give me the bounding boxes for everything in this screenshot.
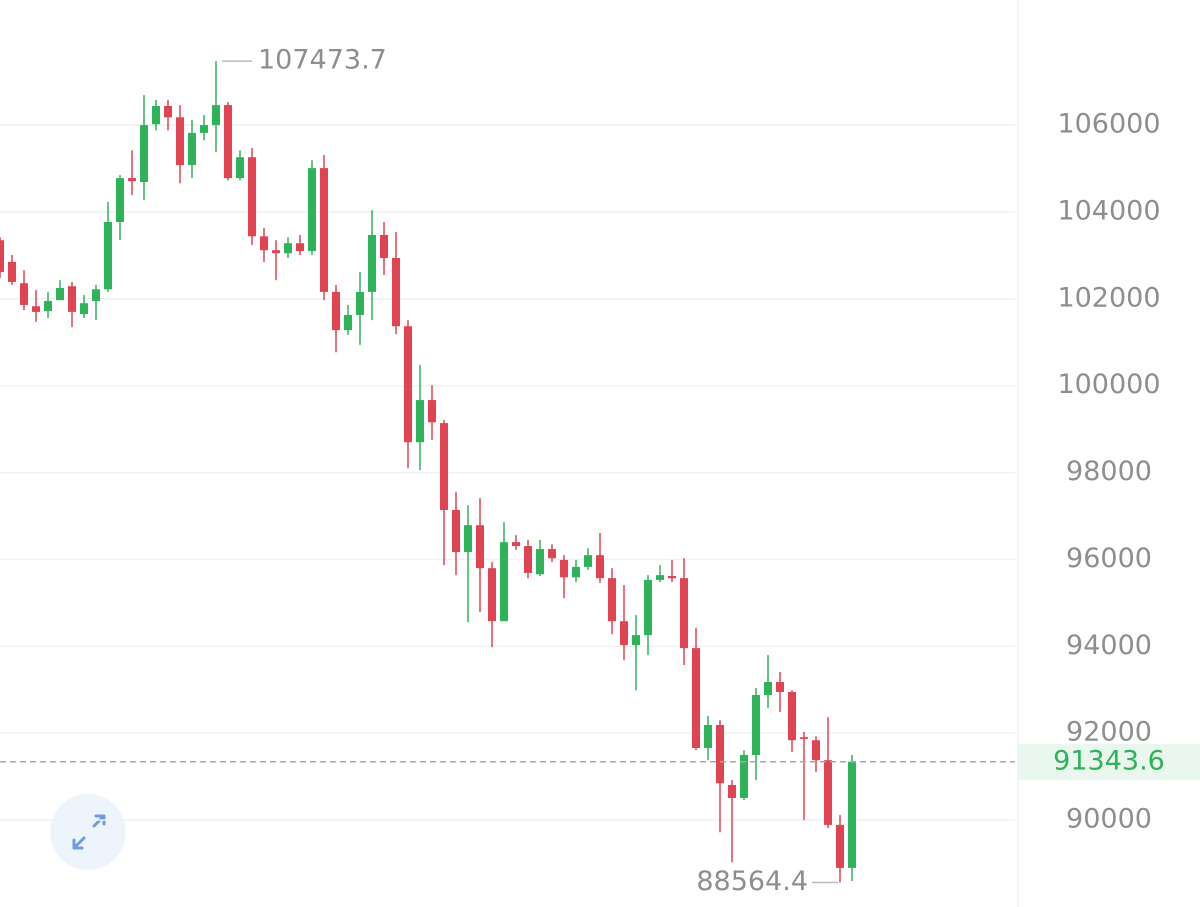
candle-body bbox=[752, 695, 760, 755]
candle-body bbox=[44, 301, 52, 312]
candle-body bbox=[296, 243, 304, 252]
candle-body bbox=[848, 761, 856, 868]
max-label: 107473.7 bbox=[258, 45, 387, 76]
candle-body bbox=[392, 258, 400, 327]
candle-body bbox=[632, 635, 640, 646]
candle-body bbox=[488, 568, 496, 622]
candle-body bbox=[644, 579, 652, 636]
candle-body bbox=[404, 326, 412, 443]
candle-body bbox=[596, 555, 604, 579]
candle-body bbox=[512, 542, 520, 547]
candle-body bbox=[20, 283, 28, 305]
candle-body bbox=[344, 314, 352, 331]
candle-body bbox=[80, 303, 88, 315]
candle-body bbox=[476, 525, 484, 569]
candle-body bbox=[332, 291, 340, 331]
candle-body bbox=[812, 740, 820, 761]
candle-body bbox=[128, 178, 136, 182]
candle-body bbox=[260, 236, 268, 251]
candle-body bbox=[764, 681, 772, 696]
y-tick-label: 106000 bbox=[1057, 109, 1160, 140]
candle-body bbox=[668, 575, 676, 579]
candle-body bbox=[524, 546, 532, 573]
candle-body bbox=[140, 125, 148, 183]
candle-body bbox=[176, 117, 184, 166]
candle-body bbox=[368, 235, 376, 292]
candle-body bbox=[452, 509, 460, 553]
candle-body bbox=[356, 291, 364, 315]
y-tick-label: 94000 bbox=[1066, 630, 1152, 661]
candle-body bbox=[704, 724, 712, 749]
candle-body bbox=[728, 784, 736, 798]
candle-body bbox=[116, 178, 124, 222]
candle-body bbox=[416, 400, 424, 443]
candle-body bbox=[680, 578, 688, 649]
expand-button-bg[interactable] bbox=[50, 794, 126, 870]
current-price-badge bbox=[1018, 743, 1200, 780]
candle-body bbox=[776, 681, 784, 692]
y-tick-label: 104000 bbox=[1057, 195, 1160, 226]
candle-body bbox=[788, 691, 796, 741]
y-tick-label: 92000 bbox=[1066, 717, 1152, 748]
y-tick-label: 96000 bbox=[1066, 543, 1152, 574]
candle-body bbox=[692, 648, 700, 749]
y-tick-label: 90000 bbox=[1066, 804, 1152, 835]
candle-body bbox=[0, 240, 4, 272]
candle-body bbox=[164, 105, 172, 118]
y-tick-label: 102000 bbox=[1057, 282, 1160, 313]
candle-body bbox=[620, 621, 628, 646]
candle-body bbox=[320, 168, 328, 292]
y-tick-label: 100000 bbox=[1057, 369, 1160, 400]
candle-body bbox=[200, 125, 208, 133]
candle-body bbox=[800, 737, 808, 739]
expand-icon[interactable] bbox=[72, 814, 106, 850]
candle-body bbox=[464, 525, 472, 553]
candle-body bbox=[740, 754, 748, 798]
candle-body bbox=[308, 168, 316, 252]
candle-body bbox=[656, 575, 664, 580]
current-price-label: 91343.6 bbox=[1053, 745, 1165, 776]
candle-body bbox=[152, 105, 160, 125]
y-tick-label: 98000 bbox=[1066, 456, 1152, 487]
candle-body bbox=[104, 221, 112, 290]
candle-body bbox=[68, 286, 76, 312]
candle-body bbox=[380, 235, 388, 259]
candle-body bbox=[716, 724, 724, 784]
candle-body bbox=[548, 549, 556, 559]
candle-body bbox=[428, 400, 436, 423]
candle-body bbox=[284, 243, 292, 254]
candle-body bbox=[440, 423, 448, 510]
candle-body bbox=[272, 250, 280, 254]
expand-button[interactable] bbox=[50, 794, 126, 870]
candle-body bbox=[236, 157, 244, 179]
candle-body bbox=[8, 261, 16, 282]
candle-body bbox=[500, 542, 508, 622]
candle-body bbox=[224, 105, 232, 179]
candle-body bbox=[560, 559, 568, 578]
candle-body bbox=[188, 132, 196, 166]
candle-body bbox=[608, 578, 616, 622]
candle-body bbox=[824, 760, 832, 825]
candle-body bbox=[32, 306, 40, 312]
candle-body bbox=[92, 289, 100, 302]
candle-body bbox=[584, 555, 592, 567]
candle-body bbox=[836, 824, 844, 868]
candle-body bbox=[56, 287, 64, 301]
candle-body bbox=[572, 566, 580, 578]
candle-body bbox=[536, 549, 544, 575]
candle-body bbox=[212, 105, 220, 126]
min-label: 88564.4 bbox=[696, 866, 808, 897]
candle-body bbox=[248, 157, 256, 237]
